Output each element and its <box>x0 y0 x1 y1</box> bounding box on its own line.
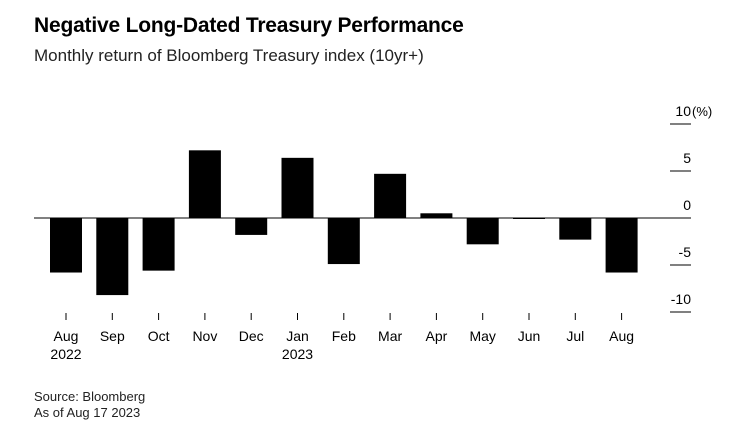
y-unit-label: (%) <box>692 104 712 119</box>
x-tick-label: Sep <box>100 328 125 344</box>
x-tick-label: Aug <box>54 328 79 344</box>
source-note: Source: Bloomberg <box>34 389 146 404</box>
y-tick-label: -10 <box>671 291 691 307</box>
x-tick-label: Mar <box>378 328 402 344</box>
bar-9 <box>466 218 499 245</box>
bar-11 <box>559 218 592 240</box>
bar-8 <box>420 213 453 218</box>
x-tick-label: Aug <box>609 328 634 344</box>
x-tick-label: Feb <box>332 328 356 344</box>
x-axis: Aug 2022 Sep Oct Nov Dec Jan 2023 Feb Mar Apr May Ju… <box>50 313 634 362</box>
bars-group <box>34 150 690 296</box>
y-tick-label: 10 <box>675 103 691 119</box>
x-year-label: 2022 <box>50 346 81 362</box>
bar-4 <box>235 218 268 235</box>
chart-subtitle: Monthly return of Bloomberg Treasury ind… <box>34 46 424 65</box>
x-tick-label: May <box>469 328 495 344</box>
bar-0 <box>50 218 82 273</box>
bar-3 <box>188 150 221 218</box>
y-tick-label: -5 <box>679 244 692 260</box>
y-tick-label: 0 <box>683 197 691 213</box>
x-tick-label: Jul <box>566 328 584 344</box>
x-tick-label: Nov <box>192 328 217 344</box>
as-of-note: As of Aug 17 2023 <box>34 405 141 420</box>
x-tick-label: Dec <box>239 328 264 344</box>
bar-7 <box>374 173 407 218</box>
bar-10 <box>513 218 545 219</box>
bar-6 <box>327 218 360 265</box>
chart-title: Negative Long-Dated Treasury Performance <box>34 14 464 37</box>
x-tick-label: Jan <box>286 328 309 344</box>
bar-chart: 10 (%) 5 0 -5 -10 Aug 2022 Sep Oct Nov Dec Jan 2023 F… <box>34 103 712 362</box>
y-tick-label: 5 <box>683 150 691 166</box>
y-axis: 10 (%) 5 0 -5 -10 <box>670 103 712 313</box>
bar-1 <box>96 218 129 296</box>
bar-2 <box>142 218 175 271</box>
bar-5 <box>281 157 314 218</box>
bar-12 <box>605 218 638 273</box>
x-tick-label: Jun <box>518 328 541 344</box>
x-tick-label: Apr <box>426 328 448 344</box>
x-year-label: 2023 <box>282 346 313 362</box>
x-tick-label: Oct <box>148 328 170 344</box>
